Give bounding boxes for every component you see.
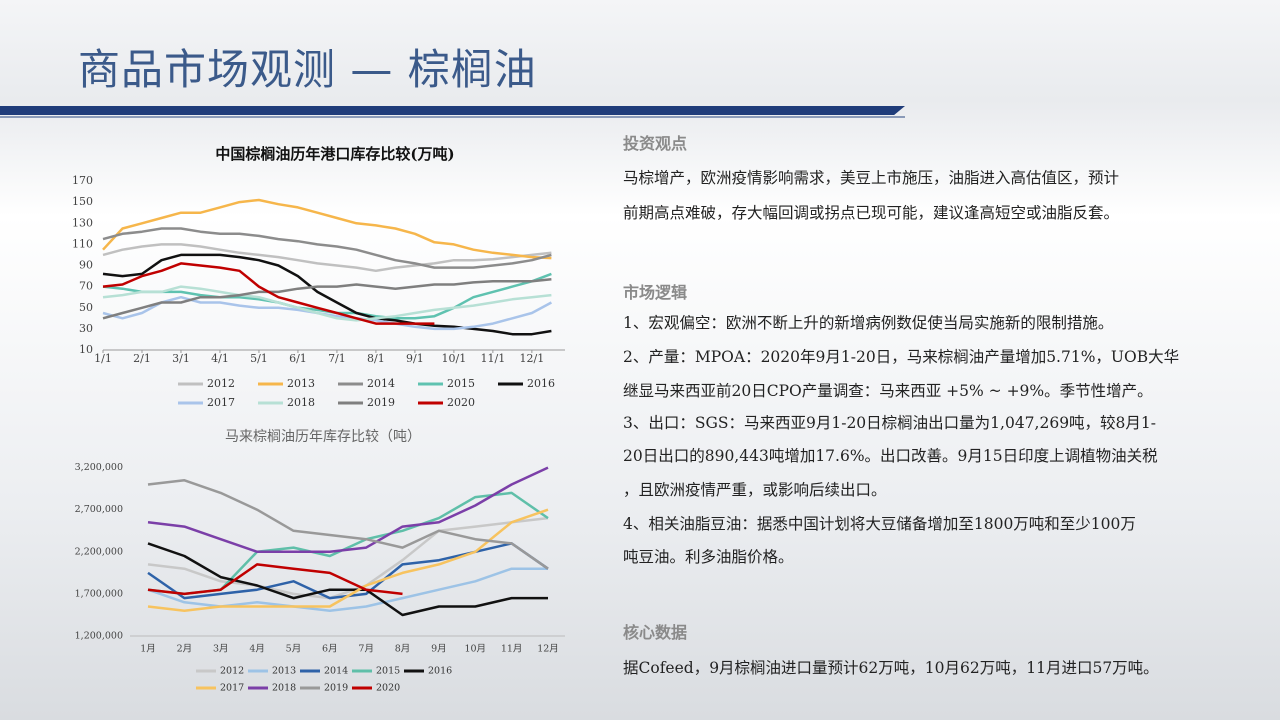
- x-tick-label: 12/1: [520, 352, 545, 365]
- legend-label: 2014: [367, 377, 395, 390]
- y-tick-label: 130: [72, 216, 93, 229]
- text-line: 吨豆油。利多油脂价格。: [623, 548, 794, 566]
- x-tick-label: 2月: [177, 644, 193, 655]
- legend-label: 2018: [287, 396, 315, 409]
- x-tick-label: 10月: [464, 644, 486, 655]
- x-tick-label: 1/1: [94, 352, 112, 365]
- series-line: [147, 466, 549, 554]
- x-tick-label: 4月: [249, 644, 265, 655]
- chart-title: 中国棕榈油历年港口库存比较(万吨): [215, 145, 454, 163]
- series-line: [147, 508, 549, 612]
- x-tick-label: 1月: [140, 644, 156, 655]
- series-line: [147, 542, 548, 617]
- legend-label: 2015: [447, 377, 475, 390]
- x-tick-label: 5/1: [250, 352, 268, 365]
- x-tick-label: 3/1: [172, 352, 190, 365]
- text-line: 据Cofeed，9月棕榈油进口量预计62万吨，10月62万吨，11月进口57万吨…: [623, 659, 1159, 677]
- legend-label: 2012: [220, 666, 244, 677]
- x-tick-label: 9月: [431, 644, 447, 655]
- section-heading: 核心数据: [623, 623, 688, 642]
- series-line: [102, 198, 552, 260]
- legend-label: 2018: [272, 683, 296, 694]
- text-line: 20日出口的890,443吨增加17.6%。出口改善。9月15日印度上调植物油关…: [623, 447, 1158, 465]
- y-tick-label: 2,200,000: [75, 546, 123, 557]
- series-line: [147, 563, 403, 596]
- legend-label: 2013: [272, 666, 296, 677]
- text-line: 继显马来西亚前20日CPO产量调查：马来西亚 +5% ~ +9%。季节性增产。: [623, 382, 1153, 400]
- x-tick-label: 11月: [501, 644, 523, 655]
- series-line: [102, 262, 435, 325]
- y-tick-label: 70: [79, 280, 93, 293]
- chart-title: 马来棕榈油历年库存比较（吨）: [225, 429, 421, 445]
- text-line: 马棕增产，欧洲疫情影响需求，美豆上市施压，油脂进入高估值区，预计: [623, 169, 1120, 187]
- series-line: [147, 567, 548, 612]
- legend-label: 2017: [220, 683, 244, 694]
- y-tick-label: 1,700,000: [75, 588, 123, 599]
- y-tick-label: 3,200,000: [75, 462, 123, 473]
- series-line: [147, 479, 549, 570]
- text-line: 4、相关油脂豆油：据悉中国计划将大豆储备增加至1800万吨和至少100万: [623, 515, 1136, 533]
- text-line: ，且欧洲疫情严重，或影响后续出口。: [623, 481, 887, 499]
- x-tick-label: 8月: [395, 644, 411, 655]
- x-tick-label: 6/1: [289, 352, 307, 365]
- text-line: 1、宏观偏空：欧洲不断上升的新增病例数促使当局实施新的限制措施。: [623, 314, 1114, 332]
- x-tick-label: 2/1: [133, 352, 151, 365]
- x-tick-label: 10/1: [442, 352, 467, 365]
- legend-label: 2014: [324, 666, 348, 677]
- legend-label: 2020: [447, 396, 475, 409]
- x-tick-label: 8/1: [367, 352, 385, 365]
- legend-label: 2012: [207, 377, 235, 390]
- legend-label: 2019: [324, 683, 348, 694]
- x-tick-label: 11/1: [481, 352, 506, 365]
- series-line: [102, 227, 552, 269]
- title-bar-line: [0, 116, 905, 118]
- text-line: 前期高点难破，存大幅回调或拐点已现可能，建议逢高短空或油脂反套。: [623, 204, 1120, 222]
- y-tick-label: 2,700,000: [75, 504, 123, 515]
- x-tick-label: 6月: [322, 644, 338, 655]
- series-line: [102, 253, 552, 336]
- x-tick-label: 4/1: [211, 352, 229, 365]
- title-bar: [0, 106, 905, 115]
- legend-label: 2016: [527, 377, 555, 390]
- series-line: [147, 516, 549, 600]
- section-heading: 投资观点: [623, 134, 688, 153]
- legend-label: 2013: [287, 377, 315, 390]
- legend-label: 2015: [376, 666, 400, 677]
- x-tick-label: 5月: [286, 644, 302, 655]
- x-tick-label: 3月: [213, 644, 229, 655]
- y-tick-label: 50: [79, 301, 93, 314]
- y-tick-label: 90: [79, 259, 93, 272]
- series-line: [102, 277, 552, 320]
- y-tick-label: 150: [72, 195, 93, 208]
- y-tick-label: 170: [72, 174, 93, 187]
- series-line: [147, 491, 549, 596]
- charts: 中国棕榈油历年港口库存比较(万吨) 10 30 50 70 90 110 130 150 170 1…: [72, 145, 565, 694]
- series-line: [102, 243, 552, 273]
- x-tick-label: 7/1: [328, 352, 346, 365]
- section-heading: 市场逻辑: [623, 283, 688, 302]
- x-tick-label: 9/1: [406, 352, 424, 365]
- text-line: 3、出口：SGS：马来西亚9月1-20日棕榈油出口量为1,047,269吨，较8…: [623, 414, 1157, 432]
- legend-label: 2019: [367, 396, 395, 409]
- y-tick-label: 1,200,000: [75, 631, 123, 642]
- legend-label: 2017: [207, 396, 235, 409]
- text-line: 2、产量：MPOA：2020年9月1-20日，马来棕榈油产量增加5.71%，UO…: [623, 348, 1180, 366]
- y-tick-label: 110: [72, 237, 93, 250]
- legend-label: 2020: [376, 683, 400, 694]
- legend-label: 2016: [428, 666, 452, 677]
- x-tick-label: 12月: [537, 644, 559, 655]
- series-line: [102, 285, 552, 322]
- slide-title: 商品市场观测 — 棕榈油: [78, 45, 537, 94]
- y-tick-label: 30: [79, 322, 93, 335]
- x-tick-label: 7月: [358, 644, 374, 655]
- y-tick-label: 10: [79, 343, 93, 356]
